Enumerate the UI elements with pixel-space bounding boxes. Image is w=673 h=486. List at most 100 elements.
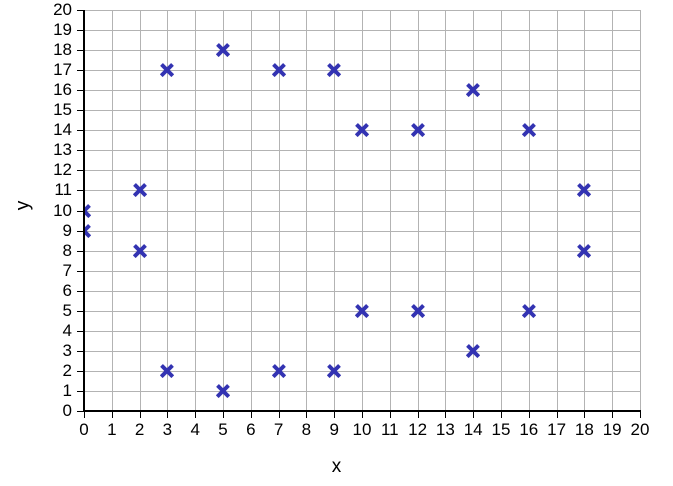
- y-tick-mark: [77, 350, 83, 352]
- gridline-horizontal: [84, 190, 640, 192]
- y-tick-mark: [77, 290, 83, 292]
- y-tick-mark: [77, 370, 83, 372]
- y-tick-mark: [77, 230, 83, 232]
- x-tick-label: 12: [408, 420, 428, 439]
- x-tick-label: 3: [162, 420, 173, 439]
- x-axis-label: x: [331, 456, 342, 477]
- y-tick-label: 13: [53, 140, 72, 160]
- x-tick-mark: [612, 412, 614, 418]
- x-tick-label: 6: [246, 420, 256, 439]
- y-tick-mark: [77, 210, 83, 212]
- y-tick-mark: [77, 70, 83, 72]
- gridline-horizontal: [84, 150, 640, 152]
- data-point-marker: [575, 181, 593, 199]
- data-point-marker: [353, 302, 371, 320]
- y-tick-label: 14: [53, 120, 72, 140]
- y-tick-mark: [77, 390, 83, 392]
- x-tick-mark: [195, 412, 197, 418]
- gridline-horizontal: [84, 330, 640, 332]
- x-tick-label: 0: [79, 420, 89, 439]
- x-tick-label: 8: [301, 420, 312, 439]
- x-tick-mark: [111, 412, 113, 418]
- y-tick-label: 11: [54, 180, 72, 200]
- x-tick-label: 2: [134, 420, 145, 439]
- data-point-marker: [214, 41, 232, 59]
- data-point-marker: [158, 61, 176, 79]
- x-tick-label: 15: [491, 420, 511, 439]
- data-point-marker: [270, 362, 288, 380]
- y-tick-label: 3: [62, 340, 72, 360]
- x-tick-label: 19: [602, 420, 622, 439]
- x-tick-mark: [528, 412, 530, 418]
- gridline-horizontal: [84, 390, 640, 392]
- x-tick-mark: [362, 412, 363, 418]
- y-tick-mark: [77, 250, 83, 252]
- x-tick-label: 20: [630, 420, 650, 439]
- data-point-marker: [131, 181, 149, 199]
- x-tick-mark: [84, 412, 85, 418]
- data-point-marker: [325, 61, 343, 79]
- y-tick-label: 15: [53, 100, 72, 120]
- y-tick-mark: [77, 190, 83, 192]
- data-point-marker: [464, 342, 482, 360]
- data-point-marker: [214, 382, 232, 400]
- gridline-horizontal: [84, 250, 640, 252]
- x-tick-label: 5: [218, 420, 228, 439]
- y-tick-mark: [77, 110, 83, 112]
- y-tick-label: 2: [62, 360, 72, 380]
- gridline-horizontal: [84, 270, 640, 272]
- x-tick-mark: [417, 412, 419, 418]
- y-tick-label: 10: [53, 200, 72, 220]
- y-tick-label: 8: [62, 240, 72, 260]
- y-tick-mark: [77, 10, 83, 11]
- gridline-horizontal: [84, 70, 640, 72]
- data-point-marker: [325, 362, 343, 380]
- x-tick-mark: [334, 412, 336, 418]
- x-tick-label: 4: [190, 420, 200, 439]
- y-tick-label: 5: [62, 300, 72, 320]
- y-tick-label: 9: [62, 220, 72, 240]
- data-point-marker: [353, 121, 371, 139]
- y-tick-mark: [77, 90, 83, 92]
- x-axis-spine: [83, 410, 641, 412]
- x-tick-label: 10: [352, 420, 372, 439]
- data-point-marker: [575, 242, 593, 260]
- gridline-horizontal: [84, 370, 640, 372]
- x-tick-mark: [250, 412, 252, 418]
- x-tick-mark: [223, 412, 224, 418]
- x-tick-mark: [306, 412, 308, 418]
- y-tick-mark: [77, 330, 83, 332]
- data-point-marker: [520, 121, 538, 139]
- gridline-horizontal: [84, 50, 640, 52]
- x-tick-label: 18: [574, 420, 594, 439]
- x-tick-mark: [556, 412, 558, 418]
- x-tick-label: 13: [435, 420, 455, 439]
- x-tick-mark: [167, 412, 169, 418]
- data-point-marker: [158, 362, 176, 380]
- gridline-horizontal: [84, 210, 640, 212]
- y-tick-label: 12: [53, 160, 72, 180]
- x-tick-mark: [584, 412, 586, 418]
- gridline-vertical: [640, 10, 641, 411]
- y-tick-mark: [77, 270, 83, 272]
- y-tick-label: 20: [53, 0, 72, 19]
- x-tick-mark: [501, 412, 502, 418]
- x-tick-label: 7: [273, 420, 284, 439]
- y-tick-label: 1: [62, 380, 72, 400]
- x-tick-mark: [445, 412, 447, 418]
- y-axis-label: y: [12, 200, 34, 211]
- y-tick-label: 7: [62, 260, 72, 280]
- x-tick-mark: [139, 412, 141, 418]
- x-tick-label: 14: [463, 420, 483, 439]
- y-tick-mark: [77, 170, 83, 172]
- x-tick-label: 9: [329, 420, 339, 439]
- data-markers-layer: [84, 10, 640, 411]
- y-tick-mark: [77, 130, 83, 132]
- y-tick-label: 0: [62, 401, 72, 420]
- y-tick-label: 4: [62, 320, 72, 340]
- y-tick-label: 18: [53, 40, 72, 60]
- data-point-marker: [270, 61, 288, 79]
- gridline-horizontal: [84, 170, 640, 172]
- gridline-horizontal: [84, 30, 640, 32]
- gridline-horizontal: [84, 110, 640, 112]
